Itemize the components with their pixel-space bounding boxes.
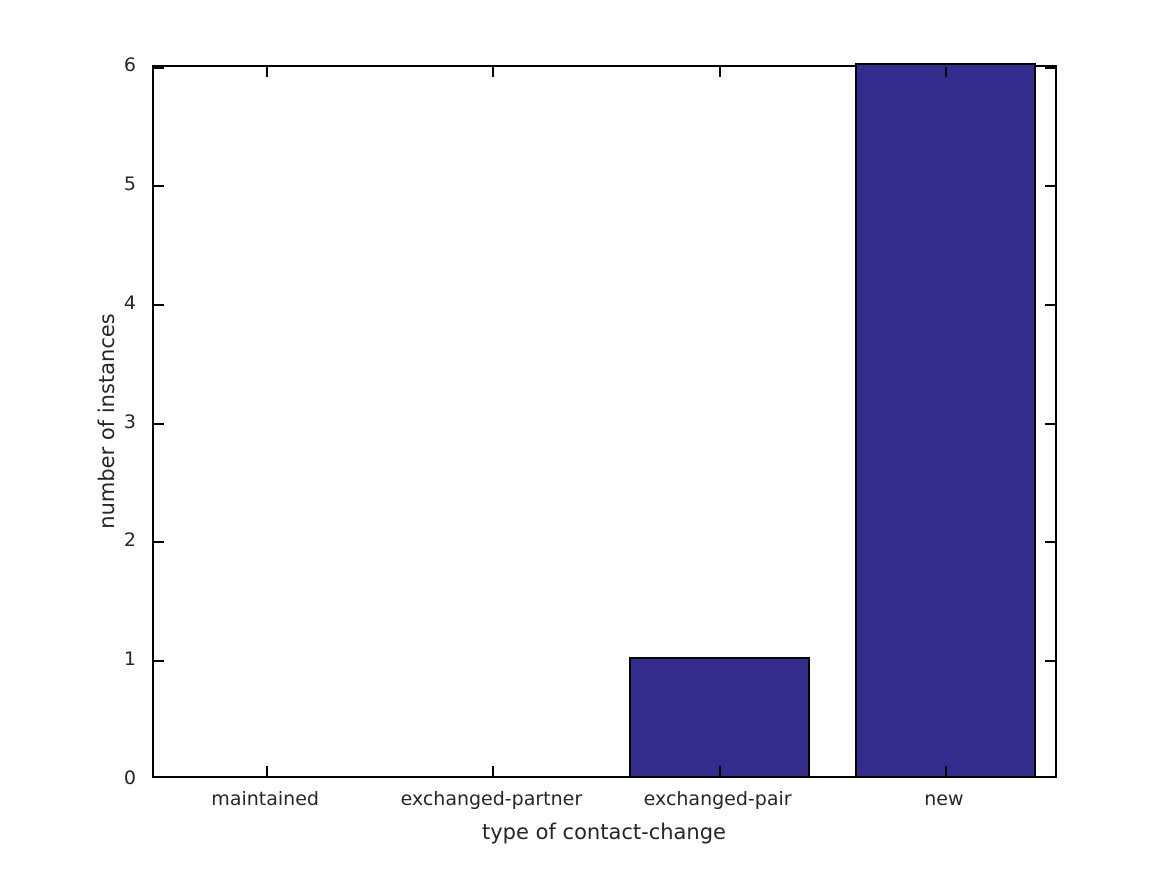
y-tick-mark-left	[154, 776, 164, 778]
y-tick-mark-left	[154, 541, 164, 544]
y-tick-label: 5	[123, 172, 136, 195]
y-tick-mark-right	[1045, 184, 1055, 187]
y-tick-label: 6	[123, 54, 136, 76]
x-tick-mark-top	[718, 67, 721, 77]
y-tick-mark-right	[1045, 422, 1055, 425]
bar-new	[855, 63, 1037, 776]
x-tick-mark-top	[944, 67, 947, 77]
y-tick-mark-left	[154, 303, 164, 306]
y-tick-label: 1	[123, 648, 136, 671]
y-tick-mark-right	[1045, 776, 1055, 778]
y-tick-label: 2	[123, 529, 136, 552]
x-tick-label-exchanged-partner: exchanged-partner	[400, 788, 583, 810]
y-tick-label: 4	[123, 291, 136, 314]
y-tick-mark-right	[1045, 303, 1055, 306]
y-tick-mark-left	[154, 660, 164, 663]
x-tick-label-maintained: maintained	[211, 788, 319, 810]
bar-exchanged-pair	[629, 657, 811, 776]
x-tick-label-new: new	[924, 788, 964, 810]
y-tick-label: 3	[123, 410, 136, 433]
y-tick-mark-left	[154, 422, 164, 425]
y-tick-label: 0	[123, 767, 136, 789]
y-tick-mark-left	[154, 184, 164, 187]
x-tick-mark-bottom	[266, 766, 269, 776]
x-tick-mark-top	[266, 67, 269, 77]
x-tick-mark-bottom	[492, 766, 495, 776]
plot-area	[152, 63, 1057, 778]
x-tick-mark-bottom	[718, 766, 721, 776]
x-tick-label-exchanged-pair: exchanged-pair	[643, 788, 792, 810]
x-tick-mark-top	[492, 67, 495, 77]
y-tick-mark-right	[1045, 660, 1055, 663]
y-tick-mark-right	[1045, 541, 1055, 544]
x-axis-label: type of contact-change	[482, 820, 726, 844]
y-tick-mark-left	[154, 67, 164, 69]
y-tick-mark-right	[1045, 67, 1055, 69]
x-tick-mark-bottom	[944, 766, 947, 776]
